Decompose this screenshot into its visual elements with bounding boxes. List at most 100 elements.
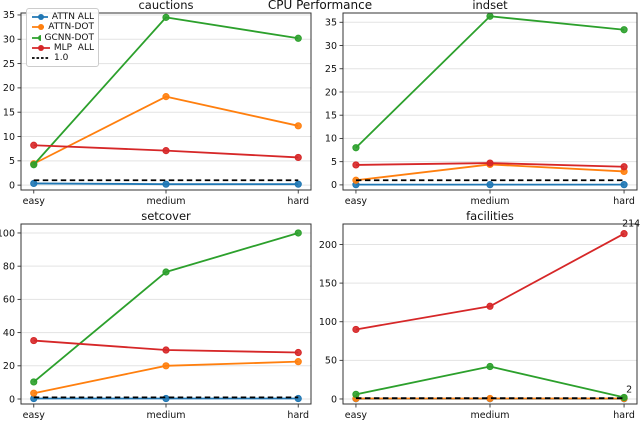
y-tick-label: 30 [325,41,337,52]
subplot-indset: 0 5 10 15 20 25 30 35 easy medium hard [325,12,638,207]
series-marker-mlp-all [162,147,170,155]
legend-item-gcnn-dot: GCNN-DOT [32,33,94,43]
series-marker-mlp-all [620,163,628,171]
series-marker-attn-all [162,394,170,403]
series-marker-attn-all [294,180,302,188]
x-tick-label: hard [613,196,635,207]
series-line-gcnn-dot [355,365,625,399]
series-marker-gcnn-dot [162,13,170,21]
x-tick-label: hard [287,196,309,207]
y-tick-label: 200 [319,240,337,251]
series-marker-attn-all [162,180,170,188]
y-tick-label: 25 [325,64,337,75]
legend-box: ATTN ALL ATTN-DOT GCNN-DOT MLP ALL 1.0 [26,8,99,67]
series-marker-mlp-all [30,336,38,345]
x-tick-label: easy [23,410,46,421]
series-marker-mlp-all [352,325,360,334]
series-marker-gcnn-dot [162,268,170,276]
series-marker-mlp-all [30,141,38,149]
series-marker-gcnn-dot [30,378,38,386]
x-tick-label: medium [146,410,185,421]
series-marker-mlp-all [486,302,494,310]
series-line-gcnn-dot [355,15,625,149]
legend-item-1.0: 1.0 [32,53,94,63]
x-tick-label: easy [345,410,368,421]
series-marker-attn-all [30,179,38,188]
x-tick-label: easy [345,196,368,207]
legend-label: GCNN-DOT [44,32,94,43]
series-marker-attn-all [620,181,628,189]
legend-swatch-icon [32,14,48,20]
y-tick-label: 40 [3,328,15,339]
series-marker-mlp-all [294,153,302,162]
legend-item-attn-dot: ATTN-DOT [32,22,94,32]
legend-swatch-icon [32,57,50,59]
y-tick-label: 15 [3,107,15,118]
x-tick-label: hard [613,410,635,421]
x-tick-label: medium [470,196,509,207]
series-marker-attn-dot [162,362,170,370]
axes-frame [20,223,312,405]
series-marker-mlp-all [294,348,302,357]
series-line-mlp-all [355,232,625,331]
y-tick-label: 60 [3,295,15,306]
series-marker-gcnn-dot [620,26,628,34]
legend-item-mlp-all: MLP ALL [32,43,94,53]
series-marker-attn-dot [294,122,302,130]
series-marker-gcnn-dot [294,229,302,237]
legend-item-attn-all: ATTN ALL [32,12,94,22]
x-tick-label: hard [287,410,309,421]
y-tick-label: 10 [3,132,15,143]
y-tick-label: 0 [9,180,15,191]
series-marker-attn-all [486,181,494,189]
legend-label: 1.0 [54,53,69,63]
series-marker-gcnn-dot [294,34,302,42]
y-tick-label: 25 [3,59,15,70]
series-marker-gcnn-dot [486,362,494,371]
legend-swatch-icon [32,34,41,41]
y-tick-label: 20 [3,83,15,94]
series-marker-attn-dot [162,93,170,101]
y-tick-label: 35 [325,18,337,29]
y-tick-label: 15 [325,111,337,122]
subplot-title-cauctions: cauctions [138,0,194,12]
y-tick-label: 80 [3,261,15,272]
y-tick-label: 5 [9,156,15,167]
series-marker-attn-dot [30,389,38,397]
y-tick-label: 0 [331,180,337,191]
y-tick-label: 10 [325,134,337,145]
series-marker-gcnn-dot [486,12,494,20]
figure-suptitle: CPU Performance [267,0,373,12]
axes-frame [20,12,312,191]
series-marker-gcnn-dot [30,161,38,169]
y-tick-label: 150 [319,278,337,289]
y-tick-label: 100 [0,228,15,239]
legend-label: ATTN ALL [51,12,94,22]
axes-frame [342,223,638,405]
subplot-facilities: 0 50 100 150 200 easy medium hard 214 2 [319,219,640,421]
legend-swatch-icon [32,24,45,31]
series-marker-mlp-all [352,161,360,169]
subplot-title-indset: indset [472,0,508,12]
y-tick-label: 0 [331,394,337,405]
series-marker-attn-all [294,394,302,403]
series-marker-mlp-all [162,346,170,354]
legend-label: MLP ALL [53,42,94,53]
subplot-title-setcover: setcover [141,209,191,223]
series-marker-mlp-all [486,159,494,167]
y-tick-label: 50 [325,356,337,367]
annotation-214: 214 [622,219,640,230]
subplot-title-facilities: facilities [466,209,514,223]
series-marker-gcnn-dot [352,390,360,398]
y-tick-label: 20 [325,87,337,98]
series-marker-gcnn-dot [352,144,360,152]
subplot-setcover: 0 20 40 60 80 100 easy medium hard [0,223,312,421]
legend-label: ATTN-DOT [48,22,94,33]
x-tick-label: easy [23,196,46,207]
y-tick-label: 100 [319,317,337,328]
legend-swatch-icon [32,44,50,51]
series-marker-attn-dot [294,358,302,366]
axes-frame [342,12,638,191]
